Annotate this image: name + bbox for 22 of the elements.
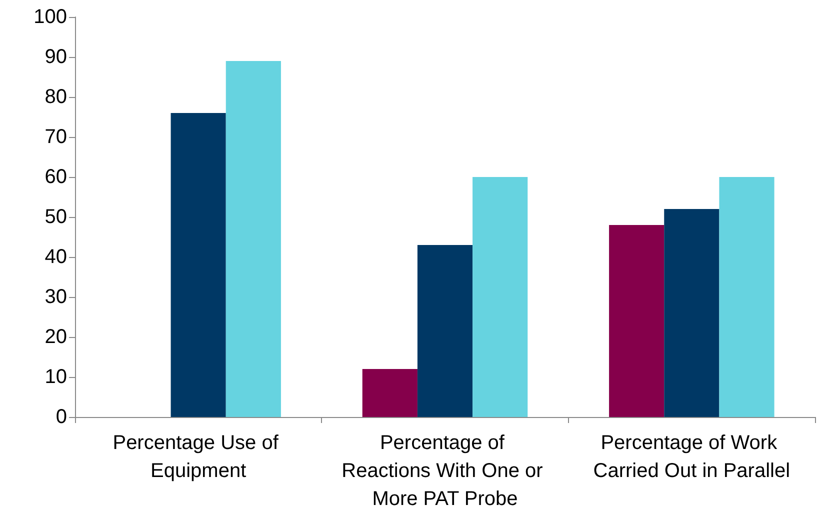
bar <box>170 113 226 417</box>
y-tick-label: 40 <box>44 246 67 268</box>
x-tick-label: Percentage of Work Carried Out in Parallel <box>593 432 790 482</box>
bar <box>472 177 528 417</box>
y-tick-label: 0 <box>56 406 67 428</box>
y-tick-label: 90 <box>44 46 67 68</box>
bar <box>226 61 281 417</box>
y-tick-label: 70 <box>44 126 67 148</box>
y-tick-label: 100 <box>34 6 67 28</box>
x-tick-label: Percentage Use of Equipment <box>112 432 284 482</box>
x-tick-label: Percentage of Reactions With One or More PAT Probe <box>342 432 548 510</box>
y-tick-label: 10 <box>44 366 67 388</box>
y-tick-label: 60 <box>44 166 67 188</box>
bar <box>362 369 418 417</box>
y-tick-label: 80 <box>44 86 67 108</box>
bar <box>719 177 774 417</box>
bar <box>609 225 664 417</box>
bar <box>417 245 473 417</box>
y-tick-label: 50 <box>44 206 67 228</box>
y-tick-label: 20 <box>44 326 67 348</box>
bar <box>664 209 720 417</box>
y-tick-label: 30 <box>44 286 67 308</box>
